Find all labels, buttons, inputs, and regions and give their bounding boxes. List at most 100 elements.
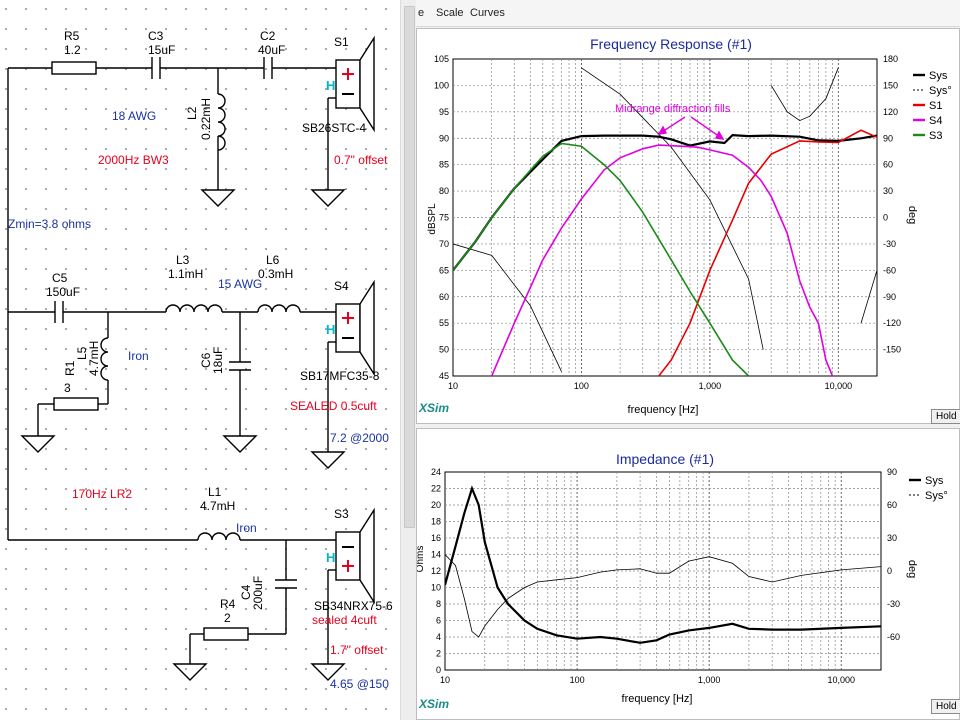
imp-rtick-label: -30 xyxy=(887,599,900,609)
resp-ytick-label: 90 xyxy=(439,133,449,143)
C2-value: 40uF xyxy=(258,43,285,57)
imp-ytick-label: 16 xyxy=(431,533,441,543)
schematic-canvas[interactable]: H H H R5 1.2 C3 15uF C2 40uF S1 SB26STC-… xyxy=(0,0,400,720)
L6-value: 0.3mH xyxy=(258,267,293,281)
resp-hold-button[interactable]: Hold xyxy=(931,409,960,424)
resp-ytick-label: 55 xyxy=(439,318,449,328)
menu-item-curves[interactable]: Curves xyxy=(470,7,505,19)
imp-ytick-label: 18 xyxy=(431,517,441,527)
scrollbar-thumb[interactable] xyxy=(404,6,415,528)
resp-phase-curve xyxy=(860,270,877,324)
resp-annotation: Midrange diffraction fills xyxy=(615,103,731,115)
resp-rtick-label: -150 xyxy=(883,345,901,355)
resp-rtick-label: 30 xyxy=(883,186,893,196)
resp-rtick-label: -30 xyxy=(883,239,896,249)
imp-rtick-label: 60 xyxy=(887,500,897,510)
imp-right-label: deg xyxy=(906,560,918,578)
L3-value: 1.1mH xyxy=(168,267,203,281)
resp-xtick-label: 100 xyxy=(574,381,589,391)
resp-phase-curve xyxy=(581,67,764,350)
imp-ytick-label: 8 xyxy=(436,599,441,609)
L3-name: L3 xyxy=(176,253,190,267)
woofer-xo-note: 170Hz LR2 xyxy=(72,487,132,501)
resp-ytick-label: 105 xyxy=(434,54,449,64)
resp-legend-label: Sys° xyxy=(929,85,952,97)
resp-curve-s3 xyxy=(453,142,750,376)
imp-ytick-label: 4 xyxy=(436,632,441,642)
S4-model: SB17MFC35-8 xyxy=(300,369,380,383)
resp-ytick-label: 60 xyxy=(439,292,449,302)
resp-rtick-label: -90 xyxy=(883,292,896,302)
L2-name: L2 xyxy=(185,106,199,120)
imp-ytick-label: 24 xyxy=(431,467,441,477)
resp-rtick-label: 0 xyxy=(883,213,888,223)
resp-ytick-label: 80 xyxy=(439,186,449,196)
awg15-note: 15 AWG xyxy=(218,277,262,291)
menu-item-edit[interactable]: e xyxy=(418,7,425,19)
C5-value: 150uF xyxy=(46,285,80,299)
C4-name: C4 xyxy=(239,584,253,600)
annotation-arrows xyxy=(657,116,725,140)
resp-title: Frequency Response (#1) xyxy=(590,36,752,52)
schematic-drawing: H H H R5 1.2 C3 15uF C2 40uF S1 SB26STC-… xyxy=(7,29,393,691)
impedance-chart: Impedance (#1) 2422201816141210864209060… xyxy=(417,451,948,705)
svg-text:H: H xyxy=(326,78,335,93)
R1-name: R1 xyxy=(63,360,77,376)
resp-xtick-label: 10,000 xyxy=(825,381,853,391)
imp-ytick-label: 14 xyxy=(431,550,441,560)
imp-rtick-label: 0 xyxy=(887,566,892,576)
resp-curve-sys xyxy=(453,133,877,271)
L6-name: L6 xyxy=(266,253,280,267)
L1-name: L1 xyxy=(208,485,222,499)
menu-item-scale[interactable]: Scale xyxy=(436,7,464,19)
resp-ytick-label: 95 xyxy=(439,107,449,117)
imp-xtick-label: 10 xyxy=(440,675,450,685)
schematic-scrollbar[interactable] xyxy=(400,0,417,720)
resp-ytick-label: 85 xyxy=(439,160,449,170)
resp-curve-s1 xyxy=(658,129,877,376)
S3-note3: 4.65 @150 xyxy=(330,677,389,691)
imp-legend-label: Sys° xyxy=(925,490,948,502)
imp-ytick-label: 0 xyxy=(436,665,441,675)
L2-value: 0.22mH xyxy=(199,98,213,140)
resp-legend-label: Sys xyxy=(929,70,948,82)
resp-rtick-label: 60 xyxy=(883,160,893,170)
R5-name: R5 xyxy=(64,29,80,43)
resp-ytick-label: 100 xyxy=(434,80,449,90)
imp-ytick-label: 12 xyxy=(431,566,441,576)
L5-core: Iron xyxy=(128,349,149,363)
S4-note2: 7.2 @2000 xyxy=(330,431,389,445)
resp-legend-label: S3 xyxy=(929,130,942,142)
imp-title: Impedance (#1) xyxy=(616,451,714,467)
imp-rtick-label: 30 xyxy=(887,533,897,543)
imp-x-label: frequency [Hz] xyxy=(622,693,693,705)
resp-rtick-label: 120 xyxy=(883,107,898,117)
imp-ytick-label: 6 xyxy=(436,616,441,626)
resp-ytick-label: 70 xyxy=(439,239,449,249)
frequency-response-chart: Frequency Response (#1) 1051009590858075… xyxy=(427,36,952,416)
resp-legend-label: S4 xyxy=(929,115,942,127)
resp-xsim-logo: XSim xyxy=(419,401,450,415)
imp-ytick-label: 20 xyxy=(431,500,441,510)
resp-rtick-label: 180 xyxy=(883,54,898,64)
frequency-response-window: Frequency Response (#1) 105 100 95 90 85 80 75… xyxy=(416,28,960,424)
imp-ytick-label: 22 xyxy=(431,484,441,494)
imp-ytick-label: 2 xyxy=(436,649,441,659)
C3-value: 15uF xyxy=(148,43,175,57)
resp-left-label: dBSPL xyxy=(427,203,438,235)
S4-note: SEALED 0.5cuft xyxy=(290,399,377,413)
resp-curve-s4 xyxy=(490,144,834,376)
C2-name: C2 xyxy=(260,29,276,43)
S3-model: SB34NRX75-6 xyxy=(314,599,393,613)
imp-rtick-label: 90 xyxy=(887,467,897,477)
svg-text:H: H xyxy=(326,550,335,565)
S1-name: S1 xyxy=(334,35,349,49)
imp-hold-button[interactable]: Hold xyxy=(931,699,960,714)
resp-legend-label: S1 xyxy=(929,100,942,112)
imp-curve-sys xyxy=(445,485,881,644)
svg-text:H: H xyxy=(326,322,335,337)
R4-name: R4 xyxy=(220,597,236,611)
S1-note: 0.7" offset xyxy=(334,153,388,167)
C6-value: 18uF xyxy=(211,347,225,374)
L1-core: Iron xyxy=(236,521,257,535)
